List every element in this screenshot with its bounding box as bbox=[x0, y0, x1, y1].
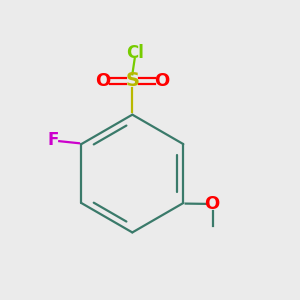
Text: O: O bbox=[154, 72, 170, 90]
Text: O: O bbox=[95, 72, 110, 90]
Text: O: O bbox=[204, 196, 219, 214]
Text: F: F bbox=[48, 131, 59, 149]
Text: S: S bbox=[125, 71, 139, 90]
Text: Cl: Cl bbox=[126, 44, 144, 62]
